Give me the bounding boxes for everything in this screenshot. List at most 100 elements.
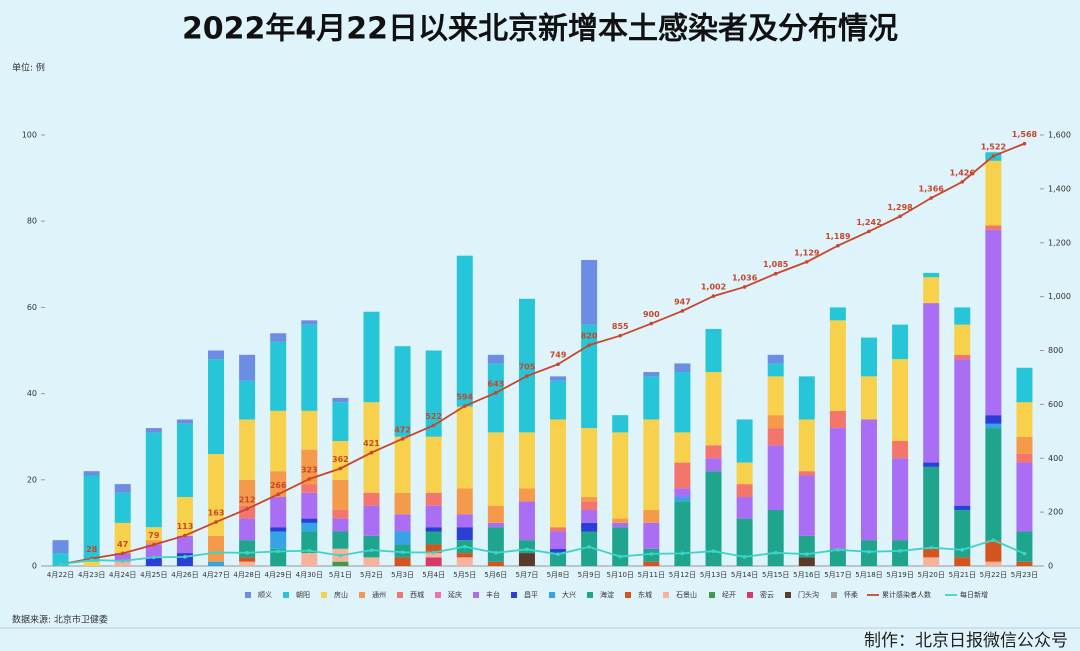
legend-label: 通州 — [372, 590, 386, 599]
bar-segment — [114, 492, 131, 523]
bar-segment — [985, 540, 1002, 562]
data-label: 266 — [270, 481, 287, 490]
x-tick-label: 5月20日 — [917, 571, 944, 579]
bar-segment — [674, 488, 691, 498]
data-label: 1,189 — [825, 232, 851, 241]
line-point — [338, 466, 343, 471]
bar-segment — [985, 415, 1002, 424]
bar-segment — [612, 522, 629, 528]
legend-label: 累计感染者人数 — [882, 590, 931, 599]
legend-swatch — [435, 592, 441, 598]
legend-swatch — [473, 592, 479, 598]
bar-segment — [550, 376, 567, 381]
bar-segment — [425, 531, 442, 545]
bar-segment — [798, 419, 815, 472]
bar-segment — [518, 432, 535, 489]
line-point — [276, 492, 281, 497]
legend-label: 怀柔 — [844, 590, 858, 599]
line-point — [1022, 141, 1027, 146]
bar-segment — [518, 540, 535, 554]
bar-segment — [145, 557, 162, 566]
bar-segment — [425, 350, 442, 437]
legend-swatch — [747, 592, 753, 598]
x-tick-label: 5月1日 — [329, 571, 352, 579]
data-label: 705 — [519, 363, 536, 372]
bar-segment — [1016, 561, 1033, 566]
bar-segment — [239, 518, 256, 541]
bar-segment — [581, 259, 598, 325]
bar-segment — [798, 471, 815, 476]
bar-segment — [643, 372, 660, 377]
bar-segment — [332, 397, 349, 403]
bar-segment — [954, 557, 971, 566]
bar-segment — [985, 423, 1002, 429]
data-label: 28 — [86, 545, 98, 554]
bar-segment — [985, 428, 1002, 541]
bar-segment — [674, 501, 691, 566]
line-point — [960, 548, 965, 552]
bar-segment — [705, 458, 722, 472]
line-point — [525, 547, 529, 552]
y2-tick-label: 800 — [1048, 346, 1063, 355]
bar-segment — [1016, 436, 1033, 454]
bar-segment — [829, 320, 846, 411]
data-label: 749 — [550, 351, 567, 360]
legend-label: 石景山 — [676, 590, 697, 599]
x-tick-label: 5月17日 — [824, 571, 851, 579]
x-tick-label: 5月15日 — [762, 571, 789, 579]
bar-segment — [176, 423, 193, 498]
legend-label: 顺义 — [258, 591, 272, 599]
y2-tick-label: 1,200 — [1048, 238, 1071, 247]
line-point — [836, 548, 840, 552]
y-tick-label: 100 — [22, 131, 37, 140]
bar-segment — [581, 324, 598, 429]
bar-segment — [487, 527, 504, 562]
x-tick-label: 4月29日 — [265, 571, 292, 579]
data-label: 1,036 — [732, 273, 758, 282]
bar-segment — [923, 462, 940, 467]
bar-segment — [114, 561, 131, 566]
x-tick-label: 5月12日 — [669, 571, 696, 579]
bar-segment — [767, 415, 784, 429]
bar-segment — [270, 341, 287, 411]
data-label: 820 — [581, 332, 598, 341]
source: 数据来源: 北京市卫健委 — [12, 614, 108, 626]
bar-segment — [674, 363, 691, 373]
bar-segment — [860, 337, 877, 377]
bar-segment — [456, 514, 473, 528]
unit-label: 单位: 例 — [12, 62, 45, 74]
data-label: 1,298 — [887, 203, 913, 212]
line-point — [307, 477, 312, 481]
data-label: 522 — [425, 412, 442, 421]
bar-segment — [301, 531, 318, 554]
bar-segment — [612, 518, 629, 523]
x-tick-label: 4月25日 — [140, 571, 167, 579]
legend-swatch — [283, 592, 289, 598]
legend-swatch — [831, 592, 837, 598]
bar-segment — [798, 475, 815, 536]
y2-tick-label: 1,000 — [1048, 292, 1071, 301]
bar-segment — [239, 561, 256, 566]
bar-segment — [332, 479, 349, 510]
bar-segment — [145, 432, 162, 528]
line-point — [867, 549, 871, 554]
bar-segment — [487, 522, 504, 528]
bar-segment — [176, 553, 193, 566]
x-tick-label: 4月28日 — [233, 571, 260, 579]
bar-segment — [550, 553, 567, 566]
line-point — [556, 362, 560, 367]
bar-segment — [674, 497, 691, 502]
data-label: 79 — [148, 531, 160, 540]
line-point — [960, 180, 965, 184]
line-point — [462, 544, 467, 549]
line-point — [120, 551, 125, 556]
x-tick-label: 5月18日 — [855, 571, 882, 579]
bar-segment — [145, 540, 162, 545]
bar-segment — [674, 372, 691, 433]
bar-segment — [1016, 453, 1033, 463]
x-tick-label: 5月23日 — [1011, 571, 1038, 579]
line-point — [836, 243, 840, 248]
bar-segment — [767, 363, 784, 377]
x-tick-label: 5月21日 — [949, 571, 976, 579]
y2-tick-label: 0 — [1048, 562, 1053, 571]
